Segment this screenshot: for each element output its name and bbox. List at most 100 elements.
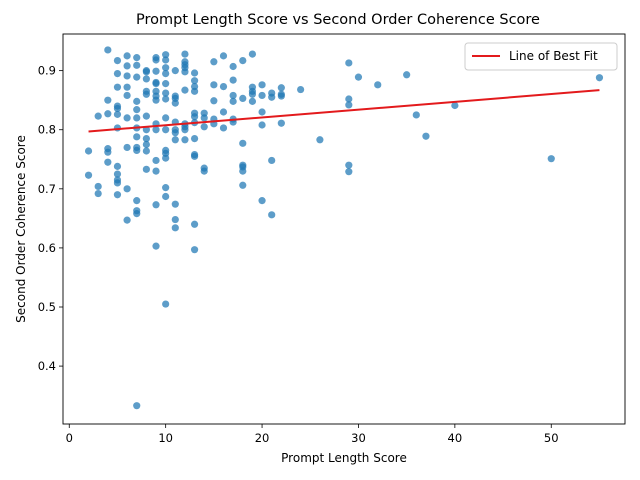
data-point	[162, 69, 170, 78]
x-axis-ticks: 0 10 20 30 40 50	[66, 424, 559, 445]
data-point	[451, 101, 459, 110]
data-point	[229, 76, 237, 84]
data-point	[152, 80, 160, 88]
data-point	[162, 95, 170, 103]
data-point	[142, 68, 150, 76]
data-point	[142, 140, 150, 149]
data-point	[162, 184, 170, 192]
data-point	[181, 86, 189, 94]
data-point	[113, 69, 122, 78]
data-point	[239, 181, 247, 189]
x-tick-label: 10	[158, 431, 173, 445]
data-point	[113, 83, 122, 91]
data-point	[162, 154, 170, 162]
data-point	[104, 96, 112, 104]
data-point	[84, 147, 93, 155]
data-point	[123, 62, 131, 70]
data-point	[162, 89, 170, 97]
data-point	[113, 124, 122, 132]
data-point	[123, 216, 131, 224]
data-point	[152, 126, 160, 134]
data-point	[181, 68, 189, 76]
data-point	[190, 87, 199, 95]
data-point	[277, 84, 285, 92]
data-point	[345, 161, 353, 169]
data-point	[152, 167, 160, 175]
data-point	[258, 197, 266, 205]
data-point	[162, 64, 170, 72]
data-point	[113, 191, 122, 199]
data-point	[248, 90, 257, 98]
data-point	[219, 124, 228, 132]
data-point	[200, 167, 208, 175]
data-point	[104, 148, 112, 156]
data-point	[133, 106, 141, 114]
data-point	[190, 152, 199, 160]
data-point	[219, 108, 228, 116]
data-point	[113, 104, 122, 113]
data-point	[239, 94, 247, 103]
legend-label: Line of Best Fit	[509, 49, 598, 63]
data-point	[219, 82, 228, 91]
y-axis-label: Second Order Coherence Score	[14, 135, 28, 323]
data-point	[297, 85, 305, 94]
data-point	[152, 56, 160, 64]
data-point	[258, 81, 266, 89]
data-point	[113, 56, 122, 65]
data-point	[248, 97, 257, 105]
data-point	[123, 91, 131, 100]
data-point	[142, 112, 150, 120]
plot-frame	[62, 33, 626, 425]
data-point	[142, 90, 150, 98]
data-point	[354, 73, 363, 81]
data-point	[595, 74, 604, 82]
data-point	[171, 215, 179, 224]
data-point	[162, 126, 170, 134]
data-point	[171, 67, 179, 75]
data-point	[104, 110, 112, 118]
data-point	[258, 121, 266, 129]
best-fit-line-group	[88, 89, 600, 133]
y-axis-ticks: 0.4 0.5 0.6 0.7 0.8 0.9	[38, 64, 63, 373]
data-point	[133, 146, 141, 155]
data-point	[229, 91, 237, 100]
data-point	[268, 93, 276, 101]
data-point	[403, 71, 411, 79]
data-point	[162, 192, 170, 201]
data-point	[162, 51, 170, 59]
data-point	[123, 114, 131, 122]
data-point	[268, 156, 276, 165]
data-point	[133, 54, 141, 62]
data-points	[84, 46, 604, 410]
data-point	[152, 96, 160, 104]
data-point	[181, 136, 189, 144]
data-point	[84, 171, 93, 179]
data-point	[190, 69, 199, 77]
y-tick-label: 0.4	[38, 359, 56, 373]
data-point	[345, 59, 353, 67]
data-point	[162, 56, 170, 64]
data-point	[113, 170, 122, 178]
data-point	[133, 97, 141, 105]
data-point	[229, 97, 237, 105]
data-point	[94, 182, 102, 191]
data-point	[258, 108, 266, 116]
data-point	[210, 81, 218, 89]
data-point	[152, 156, 160, 165]
data-point	[123, 83, 131, 91]
data-point	[113, 162, 122, 170]
data-point	[412, 111, 420, 119]
data-point	[94, 189, 102, 198]
x-tick-label: 0	[66, 431, 73, 445]
data-point	[123, 72, 131, 80]
data-point	[200, 123, 208, 131]
y-tick-label: 0.5	[38, 300, 56, 314]
data-point	[277, 92, 285, 100]
data-point	[171, 224, 179, 232]
data-point	[104, 158, 112, 166]
data-point	[345, 168, 353, 176]
data-point	[152, 201, 160, 209]
data-point	[248, 50, 257, 58]
data-point	[219, 52, 228, 60]
